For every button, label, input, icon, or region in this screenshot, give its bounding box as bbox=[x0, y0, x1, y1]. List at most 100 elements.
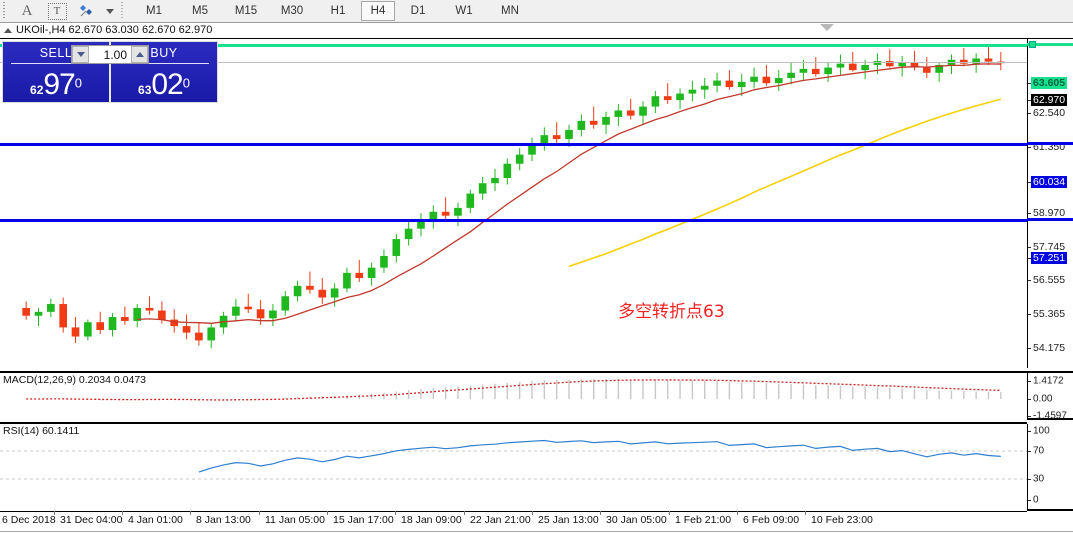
collapse-triangle-icon[interactable] bbox=[4, 27, 12, 33]
sell-underline bbox=[11, 63, 101, 64]
rsi-label-70: 70 bbox=[1033, 445, 1045, 457]
timeframe-mn[interactable]: MN bbox=[501, 5, 519, 17]
ask-axis-stub bbox=[1027, 43, 1073, 46]
buy-price-int: 63 bbox=[138, 83, 152, 97]
time-label: 11 Jan 05:00 bbox=[265, 514, 325, 526]
font-icon[interactable]: A bbox=[21, 2, 33, 19]
chart-annotation-text: 多空转折点63 bbox=[618, 302, 725, 322]
time-label: 4 Jan 01:00 bbox=[128, 514, 183, 526]
price-label-63-605: 63.605 bbox=[1031, 77, 1068, 89]
time-label: 31 Dec 04:00 bbox=[60, 514, 123, 526]
sell-side[interactable]: SELL 62970 bbox=[3, 42, 109, 102]
resistance-line-60034 bbox=[0, 143, 1027, 146]
toolbar-drag-grip[interactable] bbox=[2, 2, 9, 20]
time-label: 1 Feb 21:00 bbox=[675, 514, 732, 526]
rsi-tick bbox=[1028, 500, 1031, 501]
price-label-62-970: 62.970 bbox=[1031, 94, 1068, 106]
time-label: 18 Jan 09:00 bbox=[401, 514, 462, 526]
price-label-62-540: 62.540 bbox=[1033, 107, 1066, 119]
toolbar-separator bbox=[120, 2, 127, 20]
price-label-55-365: 55.365 bbox=[1033, 308, 1066, 320]
timeframe-w1[interactable]: W1 bbox=[455, 5, 473, 17]
buy-button[interactable]: BUY bbox=[150, 46, 178, 60]
sell-price-main: 97 bbox=[43, 68, 75, 101]
price-label-54-175: 54.175 bbox=[1033, 342, 1066, 354]
time-tick bbox=[190, 511, 191, 515]
price-tick bbox=[1028, 348, 1031, 349]
time-axis[interactable]: 6 Dec 2018 31 Dec 04:00 4 Jan 01:00 8 Jan 1… bbox=[0, 511, 1073, 533]
time-tick bbox=[395, 511, 396, 515]
buy-price: 63020 bbox=[111, 70, 217, 100]
timeframe-d1[interactable]: D1 bbox=[410, 5, 426, 17]
volume-stepper[interactable]: 1.00 bbox=[71, 45, 149, 64]
timeframe-m15[interactable]: M15 bbox=[234, 5, 258, 17]
timeframe-h4[interactable]: H4 bbox=[361, 1, 395, 21]
time-tick bbox=[122, 511, 123, 515]
text-label-icon[interactable]: T bbox=[42, 1, 72, 21]
macd-label: MACD(12,26,9) 0.2034 0.0473 bbox=[3, 374, 147, 386]
resistance-axis-stub bbox=[1027, 142, 1073, 145]
rsi-tick bbox=[1028, 451, 1031, 452]
rsi-axis: 100 70 30 0 bbox=[1027, 424, 1073, 511]
time-tick bbox=[805, 511, 806, 515]
time-tick bbox=[259, 511, 260, 515]
price-tick bbox=[1028, 147, 1031, 148]
price-tick bbox=[1028, 247, 1031, 248]
timeframe-h1[interactable]: H1 bbox=[330, 5, 346, 17]
macd-label-neg1-4597: -1.4597 bbox=[1033, 410, 1067, 422]
rsi-label: RSI(14) 60.1411 bbox=[3, 425, 80, 437]
rsi-series bbox=[0, 439, 1027, 480]
one-click-trading-panel[interactable]: SELL 62970 BUY 63020 1.00 bbox=[2, 41, 218, 103]
time-label: 10 Feb 23:00 bbox=[811, 514, 873, 526]
price-axis[interactable]: 63.605 62.970 62.540 61.350 60.034 58.970 57.7… bbox=[1027, 38, 1073, 421]
timeframe-m30[interactable]: M30 bbox=[280, 5, 304, 17]
buy-underline bbox=[119, 63, 209, 64]
macd-axis: 1.4172 0.00 -1.4597 bbox=[1027, 371, 1073, 422]
price-tick bbox=[1028, 83, 1031, 84]
time-label: 6 Dec 2018 bbox=[2, 514, 56, 526]
volume-increase-icon[interactable] bbox=[131, 46, 148, 63]
macd-pane[interactable]: MACD(12,26,9) 0.2034 0.0473 bbox=[0, 371, 1027, 424]
time-label: 6 Feb 09:00 bbox=[743, 514, 800, 526]
objects-icon[interactable] bbox=[72, 1, 102, 21]
timeframe-m1[interactable]: M1 bbox=[146, 5, 162, 17]
volume-decrease-icon[interactable] bbox=[72, 46, 89, 63]
chart-scroll-marker[interactable] bbox=[820, 24, 834, 31]
time-label: 25 Jan 13:00 bbox=[538, 514, 599, 526]
macd-label-0neg00: 0.00 bbox=[1033, 393, 1053, 405]
time-axis-rule bbox=[0, 511, 1027, 512]
rsi-tick bbox=[1028, 431, 1031, 432]
buy-side[interactable]: BUY 63020 bbox=[109, 42, 217, 102]
candlestick-series bbox=[22, 46, 1005, 349]
chevron-down-icon[interactable] bbox=[102, 1, 116, 21]
price-tick bbox=[1028, 100, 1031, 101]
price-label-57-745: 57.745 bbox=[1033, 241, 1066, 253]
support-line-57251 bbox=[0, 219, 1027, 222]
buy-price-frac: 0 bbox=[182, 75, 190, 91]
price-label-60-034: 60.034 bbox=[1031, 176, 1068, 188]
price-tick bbox=[1028, 258, 1031, 259]
price-tick bbox=[1028, 113, 1031, 114]
time-tick bbox=[737, 511, 738, 515]
sell-price: 62970 bbox=[3, 70, 109, 100]
volume-value[interactable]: 1.00 bbox=[103, 47, 127, 62]
window-bottom-rule bbox=[0, 531, 1073, 532]
time-label: 8 Jan 13:00 bbox=[196, 514, 251, 526]
timeframe-m5[interactable]: M5 bbox=[192, 5, 208, 17]
time-label: 30 Jan 05:00 bbox=[606, 514, 667, 526]
sell-price-frac: 0 bbox=[74, 75, 82, 91]
sell-button[interactable]: SELL bbox=[39, 46, 73, 60]
ask-level-handle[interactable] bbox=[1029, 41, 1036, 48]
bid-price-line bbox=[0, 62, 1027, 63]
rsi-pane[interactable]: RSI(14) 60.1411 bbox=[0, 424, 1027, 513]
time-label: 22 Jan 21:00 bbox=[470, 514, 531, 526]
price-tick bbox=[1028, 182, 1031, 183]
rsi-label-100: 100 bbox=[1033, 425, 1050, 437]
time-tick bbox=[464, 511, 465, 515]
macd-tick bbox=[1028, 399, 1031, 400]
price-label-56-555: 56.555 bbox=[1033, 274, 1066, 286]
sell-price-int: 62 bbox=[30, 83, 44, 97]
price-label-58-970: 58.970 bbox=[1033, 207, 1066, 219]
toolbar: A T M1 M5 M15 M30 H1 H4 D1 W1 MN bbox=[0, 0, 1073, 23]
